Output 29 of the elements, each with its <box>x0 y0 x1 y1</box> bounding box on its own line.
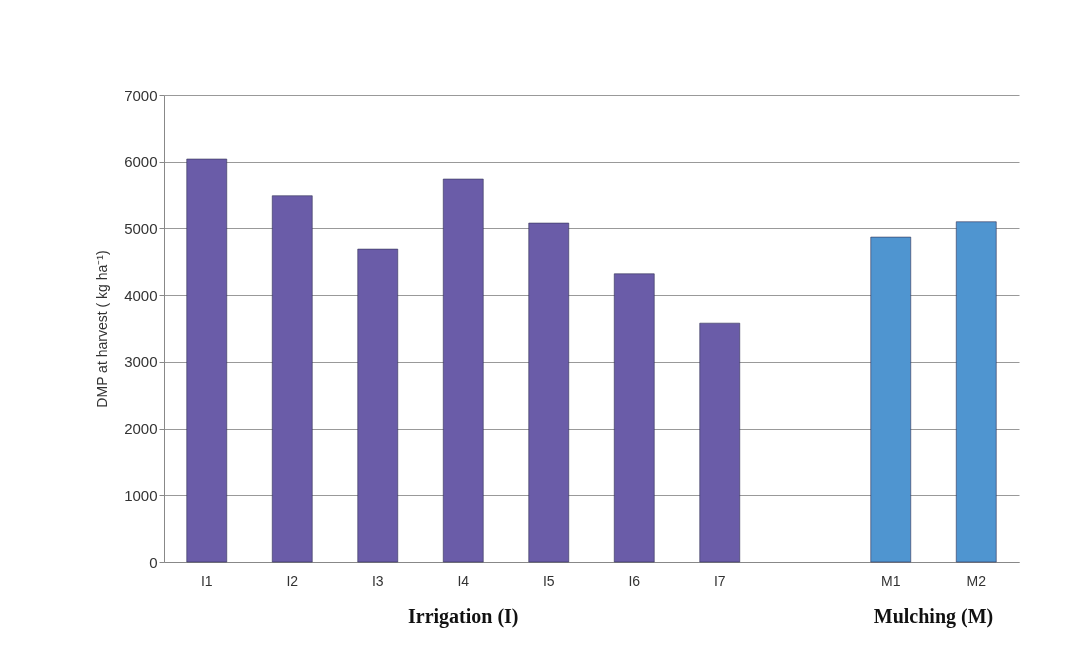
x-tick-label: I3 <box>371 572 384 589</box>
y-tick-label: 1000 <box>124 486 158 504</box>
bar <box>699 322 741 563</box>
bar <box>271 195 313 563</box>
y-tick-label: 3000 <box>124 353 158 371</box>
x-tick-label: I6 <box>628 572 641 589</box>
y-tick-label: 4000 <box>124 286 158 304</box>
bar <box>528 222 570 563</box>
x-axis-title: Irrigation (I) <box>407 605 519 628</box>
x-tick-label: I7 <box>713 572 726 589</box>
bar <box>186 158 228 563</box>
bar <box>442 178 484 563</box>
y-axis-title: DMP at harvest ( kg ha⁻¹) <box>94 250 111 408</box>
x-tick-label: I2 <box>286 572 299 589</box>
y-tick-label: 7000 <box>124 86 158 104</box>
text: Mulching (M) <box>873 605 994 628</box>
x-tick-label: M1 <box>881 572 901 589</box>
bar <box>613 273 655 563</box>
bar <box>955 221 997 563</box>
x-tick-label: M2 <box>966 572 987 589</box>
y-tick-label: 0 <box>149 553 158 571</box>
y-tick-label: 6000 <box>124 153 158 171</box>
x-tick-label: I1 <box>200 572 213 589</box>
y-tick-label: 5000 <box>124 219 158 237</box>
x-tick-label: I5 <box>542 572 555 589</box>
x-tick-label: I4 <box>457 572 470 589</box>
bar <box>357 248 399 563</box>
y-tick-label: 2000 <box>124 420 158 438</box>
bar <box>870 236 912 563</box>
